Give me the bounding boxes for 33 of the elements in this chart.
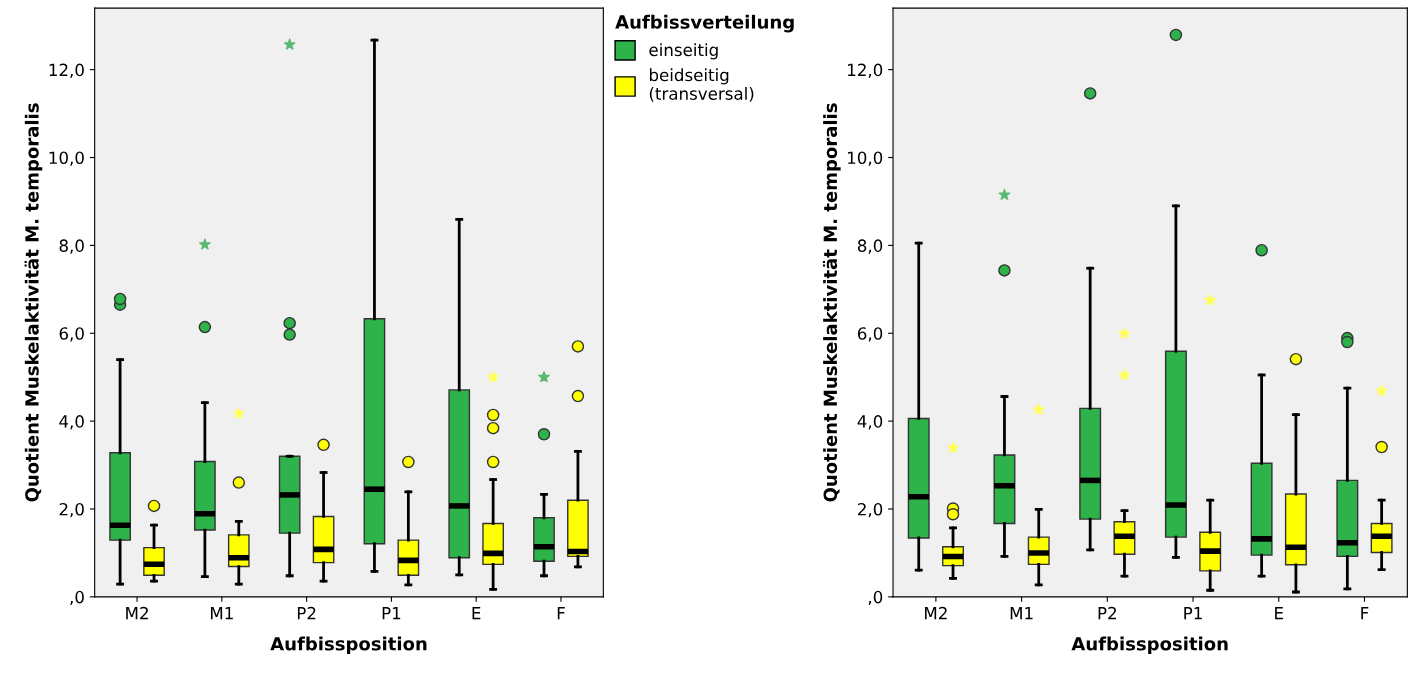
x-tick-label: P1 — [382, 607, 401, 620]
y-axis-title: Quotient Muskelaktivität M. temporalis — [24, 103, 43, 502]
x-tick-label: E — [1275, 607, 1283, 620]
y-tick-label: ,0 — [70, 590, 84, 606]
y-tick-label: 10,0 — [49, 151, 84, 166]
y-tick-label: 6,0 — [59, 327, 84, 342]
y-tick-label: 4,0 — [59, 415, 84, 430]
x-tick-label: F — [1361, 607, 1369, 620]
y-tick-label: 2,0 — [858, 502, 883, 518]
x-tick-label: M2 — [126, 606, 148, 620]
x-tick-label: M2 — [925, 606, 947, 620]
x-tick-label: F — [557, 607, 565, 620]
legend-label: einseitig — [649, 43, 718, 60]
y-tick-label: 6,0 — [857, 327, 883, 342]
x-tick-label: P1 — [1184, 607, 1202, 620]
y-tick-label: 12,0 — [49, 63, 84, 78]
y-tick-label: ,0 — [868, 590, 883, 606]
y-tick-label: 8,0 — [857, 239, 883, 254]
y-tick-label: 8,0 — [59, 239, 84, 254]
y-axis-title: Quotient Muskelaktivität M. temporalis — [822, 103, 841, 502]
y-tick-label: 2,0 — [59, 502, 84, 518]
y-tick-label: 4,0 — [857, 415, 883, 430]
x-axis-title: Aufbissposition — [1071, 636, 1228, 655]
legend-label: beidseitig (transversal) — [649, 68, 754, 102]
x-tick-label: P2 — [1098, 606, 1116, 620]
x-tick-label: P2 — [297, 606, 316, 620]
y-tick-label: 10,0 — [848, 151, 883, 166]
x-tick-label: E — [472, 607, 481, 620]
legend-title: Aufbissverteilung — [615, 14, 794, 33]
x-tick-label: M1 — [1010, 607, 1033, 620]
x-tick-label: M1 — [210, 607, 233, 620]
y-tick-label: 12,0 — [848, 63, 883, 78]
x-axis-title: Aufbissposition — [270, 636, 427, 655]
